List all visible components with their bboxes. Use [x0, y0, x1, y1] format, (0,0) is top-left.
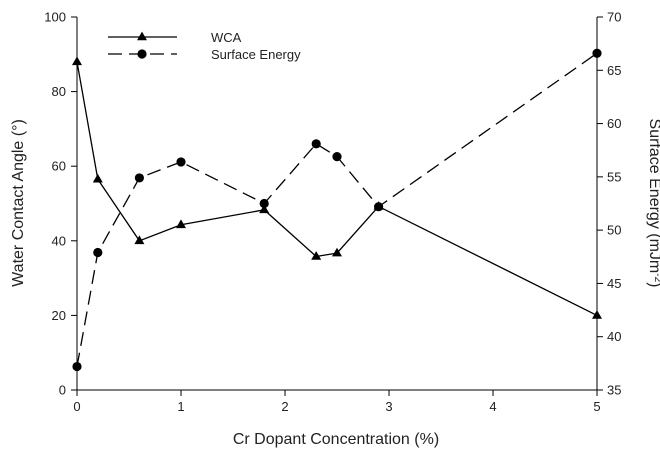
x-axis-title: Cr Dopant Concentration (%)	[233, 431, 439, 448]
y2-tick-label: 45	[607, 276, 621, 291]
axes	[76, 17, 598, 391]
x-tick-label: 2	[281, 399, 288, 414]
x-tick-label: 3	[385, 399, 392, 414]
surface-energy-line	[76, 52, 598, 367]
series-markers	[72, 48, 602, 372]
y2-tick-label: 50	[607, 223, 621, 238]
legend-marker-wca	[137, 31, 147, 41]
y2-tick-label: 65	[607, 63, 621, 78]
y-axis-title: Water Contact Angle (°)	[10, 119, 27, 287]
y-tick-label: 80	[52, 84, 66, 99]
wca-line	[76, 61, 598, 316]
wca-point	[332, 247, 342, 257]
wca-point	[72, 56, 82, 66]
y2-axis-title-prefix: Surface Energy (mJm	[646, 119, 660, 274]
surface-energy-point	[72, 361, 82, 372]
wca-point	[311, 251, 322, 260]
surface-energy-point	[332, 152, 342, 162]
surface-energy-point	[592, 48, 602, 58]
wca-point	[259, 204, 270, 214]
surface-energy-point	[259, 198, 269, 209]
legend-label-surface-energy: Surface Energy	[211, 47, 301, 62]
surface-energy-point	[93, 247, 103, 258]
series-lines	[76, 52, 598, 367]
x-tick-label: 5	[593, 399, 600, 414]
y2-tick-label: 35	[607, 383, 621, 398]
surface-energy-point	[176, 157, 186, 167]
y2-tick-label: 70	[607, 10, 621, 25]
y-tick-label: 0	[59, 383, 66, 398]
wca-point	[592, 310, 602, 319]
y2-tick-label: 40	[607, 329, 621, 344]
y2-tick-label: 55	[607, 169, 621, 184]
surface-energy-point	[134, 173, 144, 183]
wca-point	[176, 219, 186, 229]
surface-energy-point	[374, 202, 384, 212]
y2-tick-label: 60	[607, 116, 621, 131]
legend-label-wca: WCA	[211, 30, 242, 45]
y-tick-label: 40	[52, 233, 66, 248]
wca-point	[134, 235, 145, 245]
y2-axis-title: Surface Energy (mJm-2)	[646, 119, 660, 288]
y-tick-label: 60	[52, 159, 66, 174]
wca-point	[92, 173, 103, 183]
x-tick-label: 4	[489, 399, 496, 414]
y-tick-label: 100	[44, 10, 66, 25]
x-tick-label: 0	[73, 399, 80, 414]
legend-marker-surface-energy	[137, 49, 147, 59]
y-tick-label: 20	[52, 308, 66, 323]
surface-energy-point	[311, 139, 321, 149]
y2-axis-title-sup: -2	[653, 273, 660, 282]
legend: WCA Surface Energy	[108, 30, 301, 62]
x-tick-label: 1	[177, 399, 184, 414]
y2-axis-title-suffix: )	[646, 282, 660, 287]
